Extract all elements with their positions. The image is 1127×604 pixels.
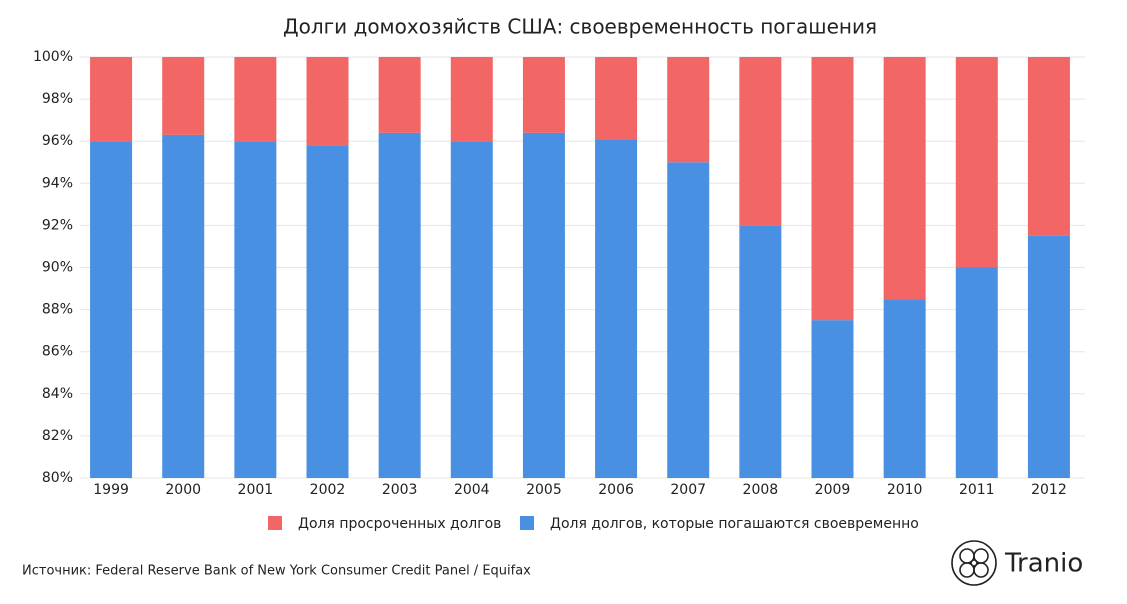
x-tick-label: 2012: [1031, 482, 1067, 498]
y-tick-label: 98%: [42, 91, 73, 107]
bar-segment: [234, 141, 277, 478]
y-tick-label: 92%: [42, 217, 73, 233]
bar-segment: [90, 57, 133, 142]
y-tick-label: 90%: [42, 260, 73, 276]
bar-segment: [667, 57, 710, 163]
bar-segment: [667, 162, 710, 478]
x-tick-label: 2007: [670, 482, 706, 498]
y-tick-label: 100%: [33, 49, 73, 65]
bar-segment: [955, 57, 998, 268]
bar-segment: [378, 132, 421, 478]
y-tick-label: 86%: [42, 344, 73, 360]
x-tick-label: 2005: [526, 482, 562, 498]
bar-segment: [378, 57, 421, 133]
bar-segment: [162, 134, 205, 478]
y-tick-label: 94%: [42, 175, 73, 191]
bar-segment: [306, 57, 349, 146]
bar-segment: [739, 225, 782, 478]
bar-segment: [883, 57, 926, 300]
bar-segment: [595, 57, 638, 140]
bar-segment: [955, 267, 998, 478]
chart-title: Долги домохозяйств США: своевременность …: [283, 15, 877, 39]
logo-icon: [951, 540, 997, 586]
bar-segment: [739, 57, 782, 226]
x-tick-label: 2008: [743, 482, 779, 498]
x-tick-label: 2006: [598, 482, 634, 498]
x-tick-label: 2001: [238, 482, 274, 498]
bar-segment: [90, 141, 133, 478]
x-tick-label: 2000: [165, 482, 201, 498]
y-tick-label: 88%: [42, 302, 73, 318]
bar-segment: [450, 141, 493, 478]
x-tick-label: 2009: [815, 482, 851, 498]
legend-label: Доля долгов, которые погашаются своеврем…: [550, 516, 919, 532]
x-tick-label: 2003: [382, 482, 418, 498]
legend-label: Доля просроченных долгов: [298, 516, 501, 532]
brand: Tranio: [1004, 549, 1083, 579]
bar-segment: [450, 57, 493, 142]
x-tick-label: 2010: [887, 482, 923, 498]
legend-swatch: [268, 516, 282, 530]
bar-segment: [1027, 235, 1070, 478]
x-tick-label: 2002: [310, 482, 346, 498]
source: Источник: Federal Reserve Bank of New Yo…: [22, 564, 531, 579]
bar-segment: [1027, 57, 1070, 236]
bar-segment: [522, 57, 565, 133]
y-tick-label: 96%: [42, 133, 73, 149]
bar-segment: [595, 139, 638, 478]
bar-segment: [306, 145, 349, 478]
y-tick-label: 82%: [42, 428, 73, 444]
y-tick-label: 80%: [42, 470, 73, 486]
x-tick-label: 2011: [959, 482, 995, 498]
bar-segment: [522, 132, 565, 478]
y-tick-label: 84%: [42, 386, 73, 402]
bar-segment: [234, 57, 277, 142]
x-tick-label: 2004: [454, 482, 490, 498]
bar-segment: [811, 320, 854, 478]
bar-segment: [883, 299, 926, 478]
bar-segment: [811, 57, 854, 321]
x-tick-label: 1999: [93, 482, 129, 498]
bar-segment: [162, 57, 205, 135]
legend-swatch: [520, 516, 534, 530]
